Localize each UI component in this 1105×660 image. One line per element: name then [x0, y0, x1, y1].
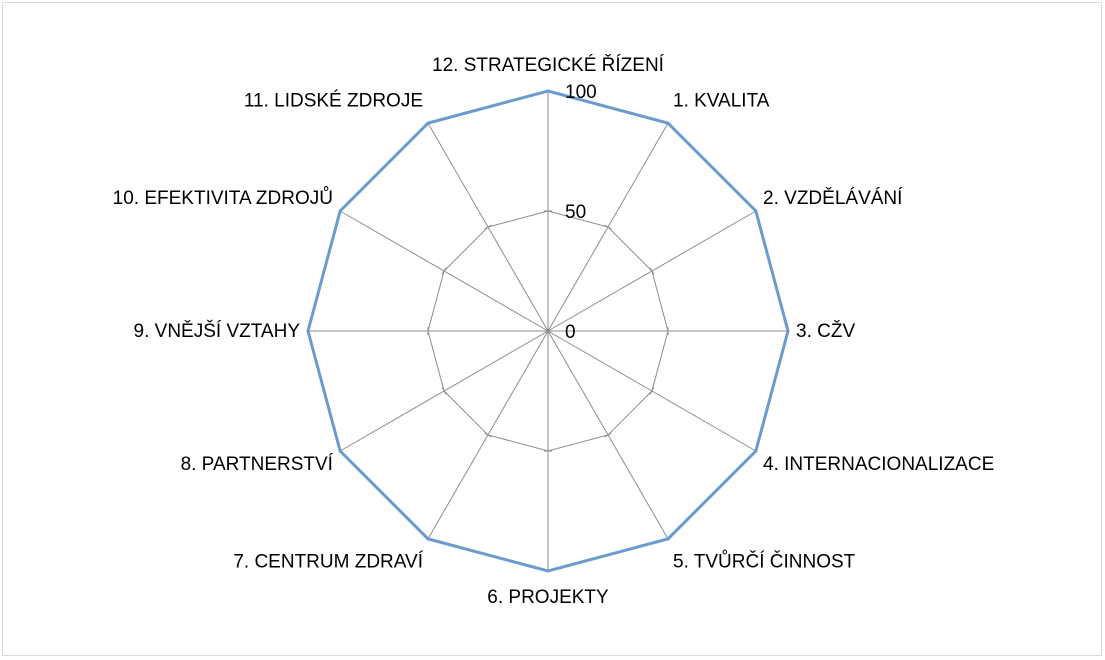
- data-point: [786, 329, 790, 333]
- data-point: [546, 569, 550, 573]
- radial-tick-label: 50: [565, 202, 586, 223]
- category-label: 4. INTERNACIONALIZACE: [763, 454, 994, 475]
- data-point: [306, 329, 310, 333]
- radial-tick-label: 0: [565, 322, 576, 343]
- category-label: 9. VNĚJŠÍ VZTAHY: [134, 320, 301, 342]
- axis-tick-mark: [484, 432, 492, 438]
- category-label: 2. VZDĚLÁVÁNÍ: [763, 187, 903, 209]
- data-point: [546, 89, 550, 93]
- radial-tick-label: 100: [565, 82, 597, 103]
- data-point: [338, 449, 342, 453]
- category-label: 7. CENTRUM ZDRAVÍ: [233, 551, 423, 572]
- data-point: [666, 537, 670, 541]
- axis-tick-mark: [441, 267, 447, 275]
- data-point: [426, 537, 430, 541]
- category-label: 12. STRATEGICKÉ ŘÍZENÍ: [432, 54, 665, 76]
- axis-tick-mark: [604, 432, 612, 438]
- radar-chart: 0 50 100 12. STRATEGICKÉ ŘÍZENÍ 1. KVALITA 2.…: [113, 54, 995, 608]
- category-label: 8. PARTNERSTVÍ: [181, 454, 334, 475]
- data-point: [426, 121, 430, 125]
- axis-tick-mark: [649, 387, 655, 395]
- data-point: [338, 209, 342, 213]
- axis-tick-mark: [604, 224, 612, 230]
- category-label: 11. LIDSKÉ ZDROJE: [244, 91, 423, 112]
- category-label: 6. PROJEKTY: [487, 587, 609, 608]
- category-label: 1. KVALITA: [673, 91, 770, 112]
- data-point: [666, 121, 670, 125]
- data-point: [754, 449, 758, 453]
- axis-tick-mark: [649, 267, 655, 275]
- category-label: 5. TVŮRČÍ ČINNOST: [673, 550, 856, 572]
- category-label: 10. EFEKTIVITA ZDROJŮ: [113, 187, 333, 209]
- axis-tick-mark: [441, 387, 447, 395]
- data-point: [754, 209, 758, 213]
- axis-tick-mark: [484, 224, 492, 230]
- category-label: 3. CŽV: [796, 320, 855, 342]
